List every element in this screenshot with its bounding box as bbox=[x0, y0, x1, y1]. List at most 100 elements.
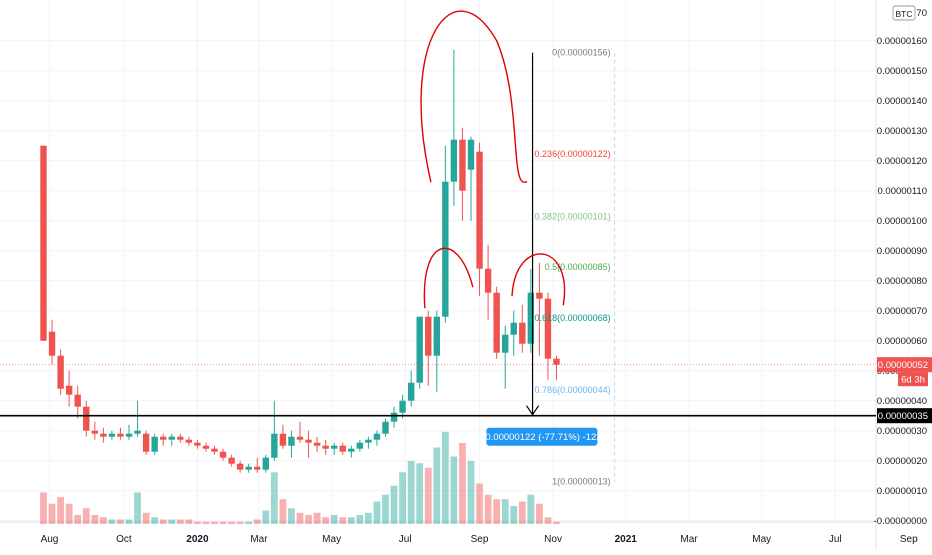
candle[interactable] bbox=[382, 418, 389, 437]
current-price-tag-bg bbox=[877, 357, 932, 373]
candle[interactable] bbox=[502, 325, 509, 389]
candle[interactable] bbox=[467, 136, 475, 221]
support-price-tag[interactable]: 0.00000035 bbox=[877, 408, 932, 424]
candle[interactable] bbox=[296, 421, 304, 443]
candle[interactable] bbox=[194, 439, 201, 449]
candle-body bbox=[142, 433, 150, 452]
candle[interactable] bbox=[117, 427, 124, 440]
candle[interactable] bbox=[279, 424, 287, 449]
candle[interactable] bbox=[185, 436, 193, 446]
candle[interactable] bbox=[108, 430, 116, 440]
candle[interactable] bbox=[142, 430, 150, 455]
y-axis-tick-label: 0.00000100 bbox=[877, 216, 927, 227]
candle[interactable] bbox=[390, 406, 398, 428]
candle[interactable] bbox=[365, 436, 372, 449]
candle[interactable] bbox=[254, 457, 261, 473]
volume-bar bbox=[553, 521, 560, 524]
volume-bar bbox=[365, 512, 372, 524]
currency-tag-box bbox=[892, 5, 916, 21]
candle[interactable] bbox=[476, 142, 483, 296]
y-axis-corner-label: 70 bbox=[916, 8, 927, 19]
left-shoulder-annotation-curve[interactable] bbox=[423, 247, 474, 309]
volume-bar bbox=[313, 512, 321, 524]
candle[interactable] bbox=[399, 394, 406, 419]
candle[interactable] bbox=[519, 304, 526, 353]
right-shoulder-annotation-curve[interactable] bbox=[511, 253, 566, 306]
candle-body bbox=[399, 400, 406, 413]
volume-bar bbox=[142, 512, 150, 524]
candle[interactable] bbox=[100, 427, 107, 443]
candle[interactable] bbox=[544, 292, 552, 380]
candle-body bbox=[536, 292, 543, 299]
candle[interactable] bbox=[245, 463, 252, 473]
candle[interactable] bbox=[48, 319, 56, 365]
candle-body bbox=[339, 445, 346, 452]
x-axis-label: Nov bbox=[544, 534, 562, 545]
candle[interactable] bbox=[83, 400, 90, 437]
candle[interactable] bbox=[322, 439, 329, 455]
candle[interactable] bbox=[74, 385, 81, 419]
candle[interactable] bbox=[493, 286, 500, 359]
candle[interactable] bbox=[125, 424, 133, 440]
candle[interactable] bbox=[168, 433, 175, 446]
candle[interactable] bbox=[450, 49, 458, 206]
candle[interactable] bbox=[262, 454, 269, 473]
candle[interactable] bbox=[373, 430, 381, 446]
candle[interactable] bbox=[151, 433, 158, 455]
candle[interactable] bbox=[219, 448, 227, 461]
candle[interactable] bbox=[288, 430, 295, 458]
volume-bar bbox=[407, 461, 415, 524]
candle[interactable] bbox=[348, 445, 355, 458]
candle[interactable] bbox=[536, 262, 543, 356]
candle[interactable] bbox=[91, 421, 98, 440]
candle[interactable] bbox=[331, 442, 338, 455]
candle[interactable] bbox=[236, 460, 244, 473]
candle[interactable] bbox=[510, 310, 517, 356]
candle[interactable] bbox=[416, 316, 423, 389]
y-axis-tick-label: 0.00000140 bbox=[877, 96, 927, 107]
candle[interactable] bbox=[211, 445, 218, 455]
volume-bar bbox=[476, 483, 483, 524]
candle[interactable] bbox=[356, 439, 364, 452]
candle[interactable] bbox=[202, 442, 210, 452]
candle[interactable] bbox=[57, 349, 64, 395]
measure-label-bg bbox=[486, 427, 598, 446]
candle[interactable] bbox=[228, 454, 235, 467]
candle-body bbox=[510, 322, 517, 335]
candle[interactable] bbox=[134, 400, 141, 437]
volume-bar bbox=[245, 521, 253, 524]
candle[interactable] bbox=[484, 244, 492, 320]
candle[interactable] bbox=[442, 145, 449, 323]
x-axis-label: Mar bbox=[680, 534, 698, 545]
measure-label-box[interactable]: -0.00000122 (-77.71%) -122 bbox=[482, 427, 602, 446]
candle[interactable] bbox=[527, 268, 535, 353]
x-axis: Aug Oct 2020 Mar May Jul Sep Nov 2021 Mar May Jul Se… bbox=[41, 534, 919, 545]
candle-body bbox=[177, 436, 184, 440]
candle[interactable] bbox=[433, 310, 440, 392]
candle[interactable] bbox=[407, 370, 415, 407]
candle[interactable] bbox=[65, 370, 73, 407]
candle[interactable] bbox=[339, 442, 346, 455]
candle-body bbox=[65, 385, 73, 395]
candle[interactable] bbox=[271, 400, 278, 461]
candle[interactable] bbox=[425, 310, 432, 386]
head-annotation-curve[interactable] bbox=[420, 10, 528, 183]
volume-bar bbox=[253, 519, 261, 524]
candle[interactable] bbox=[177, 433, 184, 443]
candle[interactable] bbox=[313, 436, 321, 452]
candle-body bbox=[219, 451, 227, 458]
candle-body bbox=[356, 442, 364, 449]
volume-bar bbox=[228, 521, 235, 524]
candle-body bbox=[74, 394, 81, 407]
candle-body bbox=[202, 445, 210, 449]
current-price-tag[interactable]: 0.00000052 6d 3h bbox=[877, 357, 932, 387]
candle[interactable] bbox=[160, 433, 167, 446]
candle[interactable] bbox=[305, 430, 312, 458]
candle[interactable] bbox=[459, 127, 466, 221]
candle[interactable] bbox=[40, 145, 47, 341]
candle[interactable] bbox=[553, 355, 560, 380]
x-axis-label: Oct bbox=[116, 534, 132, 545]
y-axis-tick-label: 0.00000040 bbox=[877, 396, 927, 407]
